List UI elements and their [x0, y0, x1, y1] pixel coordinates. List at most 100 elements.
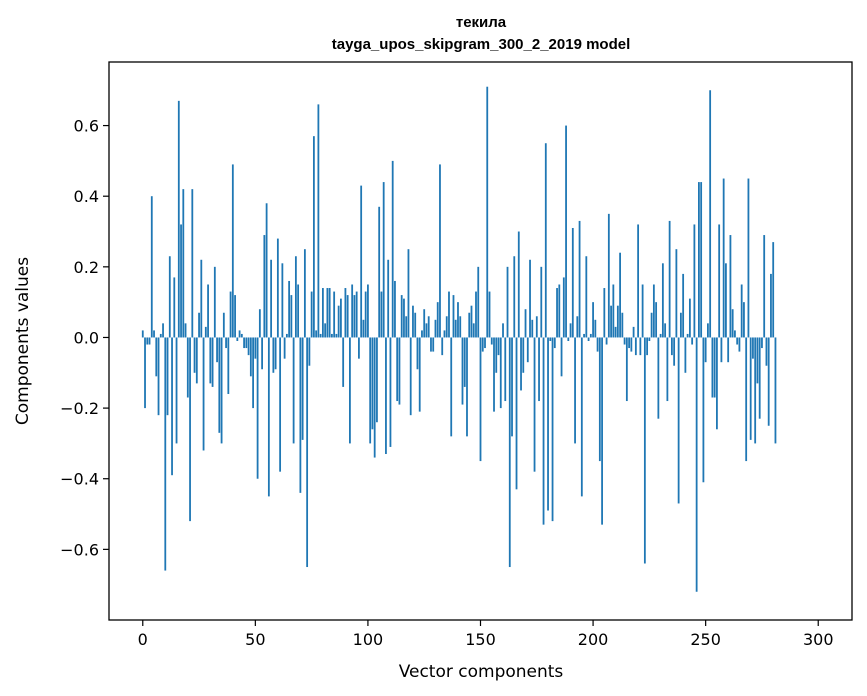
bar [677, 337, 680, 504]
bar [522, 337, 525, 373]
bar [394, 280, 396, 338]
bar [511, 337, 513, 437]
bar [382, 182, 385, 338]
bar [189, 337, 191, 522]
bar [337, 305, 340, 338]
bar [450, 337, 453, 437]
bar [409, 337, 412, 416]
bar [628, 337, 630, 349]
bar [200, 259, 203, 338]
bar [549, 337, 552, 341]
bar [481, 337, 484, 352]
bar [634, 337, 637, 356]
bar [470, 305, 473, 338]
x-tick-label: 250 [690, 630, 721, 649]
x-axis-label: Vector components [399, 662, 564, 682]
bar [166, 337, 169, 416]
bar [414, 312, 417, 338]
bar [688, 298, 691, 338]
bar [164, 337, 167, 571]
bar [594, 319, 597, 338]
bar [346, 295, 349, 338]
bar [378, 206, 381, 338]
bar [457, 302, 459, 338]
bar [745, 337, 748, 462]
bar [731, 309, 734, 338]
bar [173, 277, 176, 338]
bar [623, 337, 626, 345]
bar [605, 337, 608, 345]
bar [758, 337, 761, 419]
bar [718, 224, 721, 338]
bar [513, 256, 516, 338]
bar [578, 220, 581, 338]
bar [614, 326, 617, 338]
y-tick-label: 0.2 [74, 258, 99, 277]
bar [272, 337, 275, 373]
bar [700, 182, 703, 338]
bar [252, 337, 254, 409]
bar [182, 189, 185, 338]
bar [598, 337, 601, 462]
bar [767, 337, 770, 426]
bar [544, 143, 547, 338]
bar [294, 256, 297, 338]
bar [360, 185, 363, 338]
bar [529, 259, 531, 338]
bar [646, 337, 649, 356]
bar [231, 164, 234, 338]
bar [754, 337, 757, 444]
bar [288, 280, 291, 338]
bar [493, 337, 495, 412]
bar [202, 337, 205, 451]
bar [650, 312, 653, 338]
chart-subtitle: tayga_upos_skipgram_300_2_2019 model [332, 36, 631, 53]
bar [168, 256, 171, 338]
bar [358, 337, 360, 359]
bar [475, 291, 477, 338]
bar [616, 305, 619, 338]
bar [177, 100, 180, 338]
bar [191, 189, 194, 338]
bar [558, 284, 561, 338]
bar [403, 298, 405, 338]
bar [691, 337, 694, 345]
bar [310, 291, 313, 338]
bar [466, 337, 468, 437]
bar [740, 284, 743, 338]
bar [258, 309, 261, 338]
bar [344, 288, 347, 338]
bar [236, 337, 239, 341]
y-axis-label: Components values [13, 257, 33, 425]
bar [144, 337, 146, 409]
bar [657, 337, 660, 419]
bar [538, 337, 540, 402]
bar [153, 330, 155, 338]
plot-area-frame [108, 61, 853, 621]
bar [427, 316, 430, 338]
bar [148, 337, 151, 345]
bar [222, 312, 225, 338]
bar [670, 337, 673, 356]
bar [265, 203, 268, 338]
bar [661, 263, 664, 338]
bar [686, 333, 689, 338]
bar [695, 337, 698, 592]
bar [324, 323, 327, 338]
bar [243, 337, 245, 349]
bar [421, 330, 423, 338]
bar [641, 284, 644, 338]
bar [234, 295, 236, 338]
bar [738, 337, 741, 352]
bar [720, 337, 723, 363]
bar [497, 337, 500, 356]
bar [601, 337, 603, 525]
bar [198, 312, 200, 338]
bar [407, 249, 410, 338]
bar [385, 337, 387, 455]
bar [520, 337, 522, 391]
bar [612, 284, 615, 338]
bar [540, 266, 543, 338]
bar [448, 291, 450, 338]
